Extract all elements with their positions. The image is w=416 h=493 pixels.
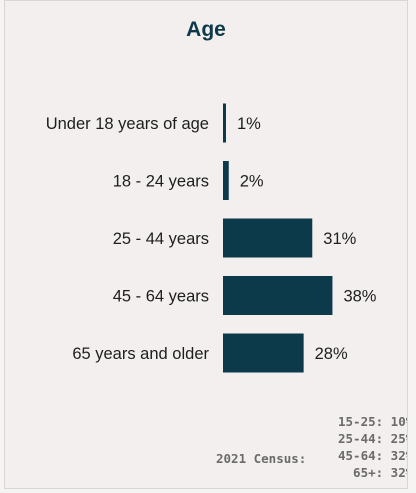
category-label: Under 18 years of age xyxy=(46,115,209,133)
bar xyxy=(223,333,304,373)
bar-chart: Under 18 years of age 1% 18 - 24 years 2% 25… xyxy=(46,103,377,373)
value-label: 28% xyxy=(315,345,348,363)
age-chart-card: Age Under 18 years of age 1% 18 - 24 years… xyxy=(4,0,408,489)
value-label: 31% xyxy=(323,230,356,248)
value-label: 2% xyxy=(240,173,264,191)
category-label: 45 - 64 years xyxy=(113,288,209,306)
bar xyxy=(223,276,333,315)
value-label: 38% xyxy=(343,288,376,306)
census-label: 2021 Census: xyxy=(216,451,307,466)
census-item: 45-64: 32% xyxy=(338,448,408,463)
census-item: 65+: 32% xyxy=(353,465,408,480)
census-item: 15-25: 10% xyxy=(338,414,408,429)
chart-title: Age xyxy=(186,18,226,41)
census-list: 15-25: 10% 25-44: 25% 45-64: 32% 65+: 32… xyxy=(338,413,408,481)
bar xyxy=(223,161,229,200)
category-label: 65 years and older xyxy=(72,345,209,363)
category-label: 25 - 44 years xyxy=(113,230,209,248)
category-label: 18 - 24 years xyxy=(113,173,209,191)
census-item: 25-44: 25% xyxy=(338,431,408,446)
bar xyxy=(223,103,226,143)
value-label: 1% xyxy=(237,115,261,133)
bar xyxy=(223,218,313,258)
